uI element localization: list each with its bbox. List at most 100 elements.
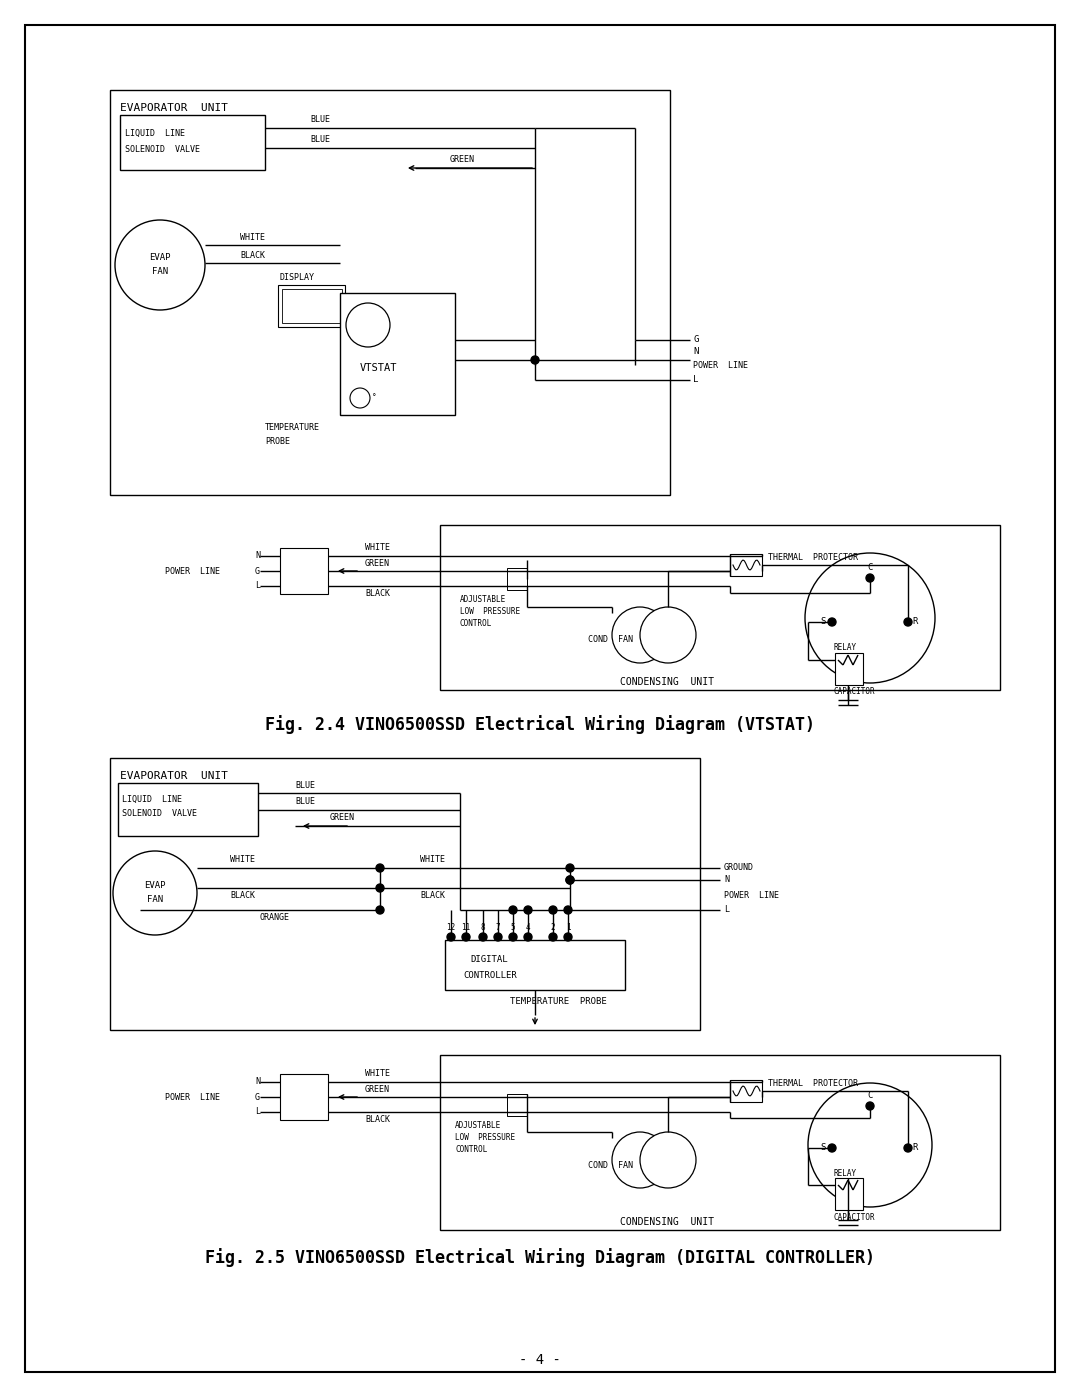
Text: CAPACITOR: CAPACITOR bbox=[833, 687, 875, 697]
Text: FAN: FAN bbox=[152, 267, 168, 277]
Text: VTSTAT: VTSTAT bbox=[360, 363, 397, 373]
Circle shape bbox=[866, 1102, 874, 1111]
Circle shape bbox=[904, 1144, 912, 1153]
Text: LIQUID  LINE: LIQUID LINE bbox=[122, 795, 183, 803]
Text: GREEN: GREEN bbox=[330, 813, 355, 823]
Circle shape bbox=[549, 933, 557, 942]
Text: Fig. 2.5 VINO6500SSD Electrical Wiring Diagram (DIGITAL CONTROLLER): Fig. 2.5 VINO6500SSD Electrical Wiring D… bbox=[205, 1249, 875, 1267]
Text: BLACK: BLACK bbox=[365, 590, 390, 598]
Text: SOLENOID  VALVE: SOLENOID VALVE bbox=[122, 809, 197, 817]
Text: COND  FAN: COND FAN bbox=[588, 1161, 633, 1169]
Bar bbox=[507, 1094, 527, 1116]
Text: THERMAL  PROTECTOR: THERMAL PROTECTOR bbox=[768, 1080, 858, 1088]
Circle shape bbox=[346, 303, 390, 346]
Circle shape bbox=[549, 907, 557, 914]
Text: L: L bbox=[255, 1108, 260, 1116]
Circle shape bbox=[566, 863, 573, 872]
Text: POWER  LINE: POWER LINE bbox=[165, 567, 220, 576]
Text: POWER  LINE: POWER LINE bbox=[165, 1092, 220, 1101]
Text: FAN: FAN bbox=[147, 895, 163, 904]
Circle shape bbox=[828, 1144, 836, 1153]
Circle shape bbox=[566, 876, 573, 884]
Text: RELAY: RELAY bbox=[833, 1168, 856, 1178]
Circle shape bbox=[462, 933, 470, 942]
Bar bbox=[120, 115, 265, 170]
Bar bbox=[110, 759, 700, 1030]
Bar bbox=[440, 1055, 1000, 1229]
Circle shape bbox=[866, 574, 874, 583]
Circle shape bbox=[509, 933, 517, 942]
Circle shape bbox=[524, 933, 532, 942]
Text: EVAPORATOR  UNIT: EVAPORATOR UNIT bbox=[120, 103, 228, 113]
Text: N: N bbox=[693, 348, 699, 356]
Text: WHITE: WHITE bbox=[365, 543, 390, 552]
Text: GREEN: GREEN bbox=[450, 155, 475, 165]
Circle shape bbox=[524, 907, 532, 914]
Text: EVAP: EVAP bbox=[145, 882, 165, 890]
Text: CONDENSING  UNIT: CONDENSING UNIT bbox=[620, 678, 714, 687]
Text: THERMAL  PROTECTOR: THERMAL PROTECTOR bbox=[768, 553, 858, 563]
Text: 2: 2 bbox=[551, 922, 555, 932]
Bar bbox=[110, 89, 670, 495]
Text: EVAP: EVAP bbox=[149, 253, 171, 263]
Text: DIGITAL: DIGITAL bbox=[470, 956, 508, 964]
Circle shape bbox=[376, 907, 384, 914]
Bar bbox=[445, 940, 625, 990]
Text: G: G bbox=[693, 335, 699, 345]
Text: GROUND: GROUND bbox=[724, 863, 754, 873]
Bar bbox=[507, 569, 527, 590]
Text: Fig. 2.4 VINO6500SSD Electrical Wiring Diagram (VTSTAT): Fig. 2.4 VINO6500SSD Electrical Wiring D… bbox=[265, 715, 815, 735]
Text: 1: 1 bbox=[566, 922, 570, 932]
Text: SOLENOID  VALVE: SOLENOID VALVE bbox=[125, 144, 200, 154]
Text: - 4 -: - 4 - bbox=[519, 1354, 561, 1368]
Bar bbox=[280, 1074, 328, 1120]
Text: °: ° bbox=[372, 394, 377, 402]
Text: TEMPERATURE: TEMPERATURE bbox=[265, 423, 320, 433]
Text: CAPACITOR: CAPACITOR bbox=[833, 1214, 875, 1222]
Bar bbox=[835, 652, 863, 685]
Bar bbox=[278, 285, 345, 327]
Text: 11: 11 bbox=[461, 922, 471, 932]
Circle shape bbox=[376, 863, 384, 872]
Text: DISPLAY: DISPLAY bbox=[280, 274, 315, 282]
Circle shape bbox=[447, 933, 455, 942]
Text: CONTROL: CONTROL bbox=[460, 619, 492, 629]
Text: BLACK: BLACK bbox=[230, 891, 255, 901]
Text: S: S bbox=[820, 617, 825, 626]
Text: 5: 5 bbox=[511, 922, 515, 932]
Circle shape bbox=[566, 876, 573, 884]
Bar bbox=[340, 293, 455, 415]
Circle shape bbox=[564, 907, 572, 914]
Circle shape bbox=[564, 933, 572, 942]
Bar bbox=[118, 782, 258, 835]
Text: BLUE: BLUE bbox=[295, 798, 315, 806]
Text: G: G bbox=[255, 567, 260, 576]
Text: ADJUSTABLE: ADJUSTABLE bbox=[460, 595, 507, 605]
Text: 7: 7 bbox=[496, 922, 500, 932]
Bar bbox=[282, 289, 342, 323]
Text: WHITE: WHITE bbox=[420, 855, 445, 865]
Circle shape bbox=[480, 933, 487, 942]
Text: 12: 12 bbox=[446, 922, 456, 932]
Text: WHITE: WHITE bbox=[230, 855, 255, 865]
Circle shape bbox=[509, 907, 517, 914]
Circle shape bbox=[904, 617, 912, 626]
Text: TEMPERATURE  PROBE: TEMPERATURE PROBE bbox=[510, 997, 607, 1006]
Text: N: N bbox=[255, 552, 260, 560]
Text: EVAPORATOR  UNIT: EVAPORATOR UNIT bbox=[120, 771, 228, 781]
Bar bbox=[730, 1080, 762, 1102]
Text: GREEN: GREEN bbox=[365, 559, 390, 567]
Text: CONTROL: CONTROL bbox=[455, 1146, 487, 1154]
Text: C: C bbox=[867, 1091, 873, 1101]
Text: ORANGE: ORANGE bbox=[260, 914, 291, 922]
Text: BLUE: BLUE bbox=[310, 116, 330, 124]
Circle shape bbox=[805, 553, 935, 683]
Circle shape bbox=[114, 219, 205, 310]
Circle shape bbox=[350, 388, 370, 408]
Text: R: R bbox=[912, 1144, 917, 1153]
Text: C: C bbox=[867, 563, 873, 573]
Text: 4: 4 bbox=[526, 922, 530, 932]
Text: G: G bbox=[255, 1092, 260, 1101]
Circle shape bbox=[640, 1132, 696, 1187]
Text: ADJUSTABLE: ADJUSTABLE bbox=[455, 1122, 501, 1130]
